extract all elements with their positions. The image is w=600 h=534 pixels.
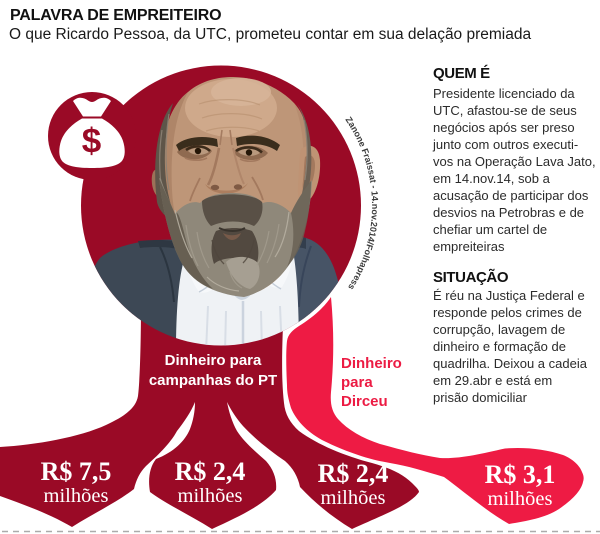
svg-text:$: $	[82, 122, 101, 161]
